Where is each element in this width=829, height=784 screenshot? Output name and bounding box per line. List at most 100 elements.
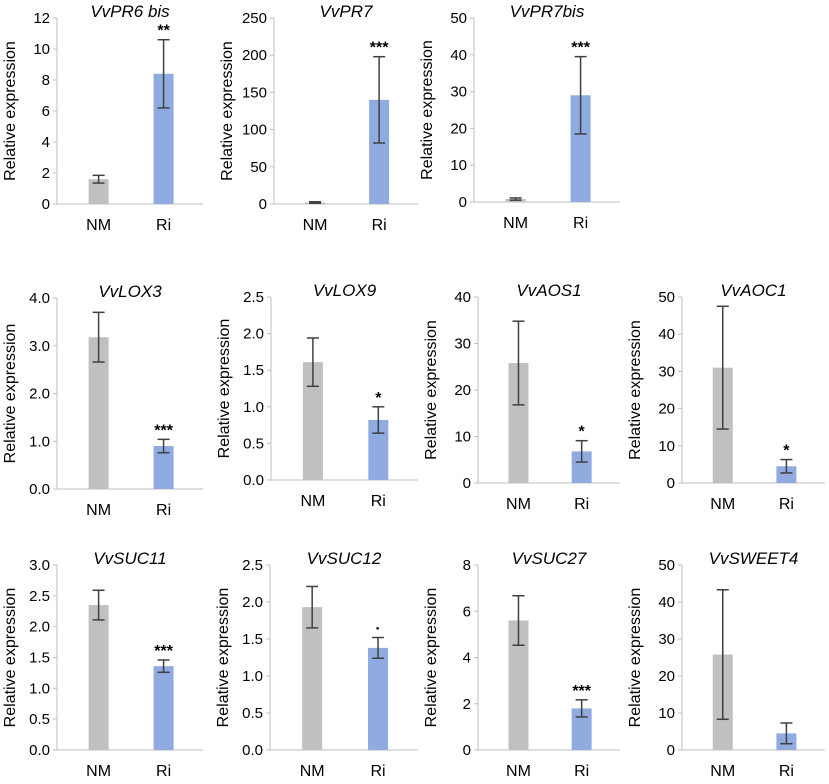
y-tick-label: 0 [259, 196, 267, 213]
significance-label: *** [370, 40, 389, 57]
significance-label: *** [572, 683, 591, 700]
y-tick-label: 10 [450, 157, 467, 174]
y-tick-label: 0.5 [242, 705, 263, 722]
y-tick-label: 10 [454, 429, 471, 446]
y-tick-label: 0 [42, 196, 50, 213]
x-tick-label: NM [300, 493, 325, 510]
chart-title: VvPR7bis [510, 2, 585, 21]
significance-label: * [579, 424, 586, 441]
significance-label: *** [571, 40, 590, 57]
y-tick-label: 2 [42, 165, 50, 182]
chart-title: VvSWEET4 [709, 549, 799, 568]
y-tick-label: 50 [450, 10, 467, 27]
panel-vvsuc27: 0 2 4 6 8 Relative expression VvSUC27 NM *** Ri [423, 549, 620, 780]
y-tick-label: 10 [658, 705, 675, 722]
y-tick-label: 30 [658, 631, 675, 648]
bar-ri [153, 666, 174, 750]
panel-vvlox9: 0.0 0.5 1.0 1.5 2.0 2.5 Relative expression VvL… [216, 281, 418, 510]
x-tick-label: Ri [573, 215, 588, 232]
chart-title: VvPR6 bis [90, 2, 170, 21]
y-tick-label: 2.5 [243, 289, 264, 306]
y-tick-label: 2.0 [29, 386, 50, 403]
panel-vvlox3: 0.0 1.0 2.0 3.0 4.0 Relative expression VvLOX3… [2, 282, 203, 519]
panel-vvpr6-bis: 0 2 4 6 8 10 12 Relative expression VvPR6 bis NM *… [2, 2, 203, 234]
y-axis-label: Relative expression [215, 588, 232, 728]
chart-title: VvAOS1 [516, 281, 581, 300]
bar-ri [776, 466, 797, 483]
x-tick-label: Ri [574, 496, 589, 513]
y-tick-label: 1.5 [29, 650, 50, 667]
x-tick-label: Ri [156, 217, 171, 234]
bar-ri [369, 99, 390, 204]
bar-nm [508, 620, 529, 750]
chart-title: VvLOX9 [313, 281, 377, 300]
x-tick-label: Ri [156, 502, 171, 519]
y-tick-label: 150 [242, 84, 267, 101]
y-tick-label: 200 [242, 47, 267, 64]
significance-label: * [375, 390, 382, 407]
y-tick-label: 6 [42, 103, 50, 120]
y-tick-label: 0 [667, 475, 675, 492]
x-tick-label: NM [86, 763, 111, 780]
y-axis-label: Relative expression [216, 319, 233, 459]
bar-nm [88, 179, 109, 204]
chart-title: VvLOX3 [98, 282, 162, 301]
x-tick-label: Ri [370, 763, 385, 780]
significance-label: ** [157, 23, 170, 40]
y-tick-label: 20 [658, 668, 675, 685]
y-tick-label: 4.0 [29, 290, 50, 307]
panel-vvpr7: 0 50 100 150 200 250 Relative expression VvPR7 N… [219, 2, 418, 234]
chart-title: VvSUC11 [93, 549, 166, 568]
y-tick-label: 1.0 [243, 399, 264, 416]
y-axis-label: Relative expression [2, 324, 19, 464]
chart-title: VvPR7 [320, 2, 373, 21]
y-tick-label: 30 [450, 84, 467, 101]
chart-title: VvSUC12 [307, 549, 382, 568]
chart-title: VvSUC27 [512, 549, 587, 568]
y-tick-label: 40 [450, 47, 467, 64]
y-axis-label: Relative expression [627, 588, 644, 728]
panel-vvsuc12: 0.0 0.5 1.0 1.5 2.0 2.5 Relative expression VvS… [215, 549, 418, 780]
y-tick-label: 1.5 [243, 362, 264, 379]
panel-vvsweet4: 0 10 20 30 40 50 Relative expression VvSWEET4 NM… [627, 549, 825, 780]
y-tick-label: 100 [242, 122, 267, 139]
y-tick-label: 12 [33, 10, 50, 27]
y-tick-label: 1.0 [29, 433, 50, 450]
panel-vvaos1: 0 10 20 30 40 Relative expression VvAOS1 NM * Ri [423, 281, 620, 513]
y-tick-label: 20 [454, 382, 471, 399]
y-axis-label: Relative expression [2, 41, 19, 181]
y-tick-label: 2.5 [29, 588, 50, 605]
x-tick-label: NM [303, 217, 328, 234]
bar-ri [570, 95, 591, 202]
y-tick-label: 50 [250, 159, 267, 176]
x-tick-label: NM [503, 215, 528, 232]
y-tick-label: 0 [667, 742, 675, 759]
y-tick-label: 2.5 [242, 557, 263, 574]
y-axis-label: Relative expression [627, 320, 644, 460]
x-tick-label: NM [710, 496, 735, 513]
x-tick-label: NM [86, 217, 111, 234]
y-axis-label: Relative expression [419, 40, 436, 180]
y-tick-label: 250 [242, 10, 267, 27]
y-tick-label: 30 [454, 336, 471, 353]
bar-ri [571, 708, 592, 750]
panel-vvsuc11: 0.0 0.5 1.0 1.5 2.0 2.5 3.0 Relative expression… [2, 549, 203, 780]
y-tick-label: 0.5 [243, 435, 264, 452]
y-tick-label: 0.0 [242, 742, 263, 759]
y-tick-label: 1.5 [242, 631, 263, 648]
y-tick-label: 2 [463, 696, 471, 713]
y-tick-label: 2.0 [242, 594, 263, 611]
x-tick-label: Ri [156, 763, 171, 780]
x-tick-label: Ri [371, 493, 386, 510]
y-tick-label: 40 [658, 326, 675, 343]
significance-label: * [783, 443, 790, 460]
y-tick-label: 0.0 [29, 481, 50, 498]
x-tick-label: Ri [574, 763, 589, 780]
bar-nm [302, 607, 323, 750]
significance-label: *** [154, 422, 173, 439]
y-tick-label: 10 [33, 41, 50, 58]
y-axis-label: Relative expression [219, 41, 236, 181]
x-tick-label: NM [710, 763, 735, 780]
y-axis-label: Relative expression [423, 320, 440, 460]
